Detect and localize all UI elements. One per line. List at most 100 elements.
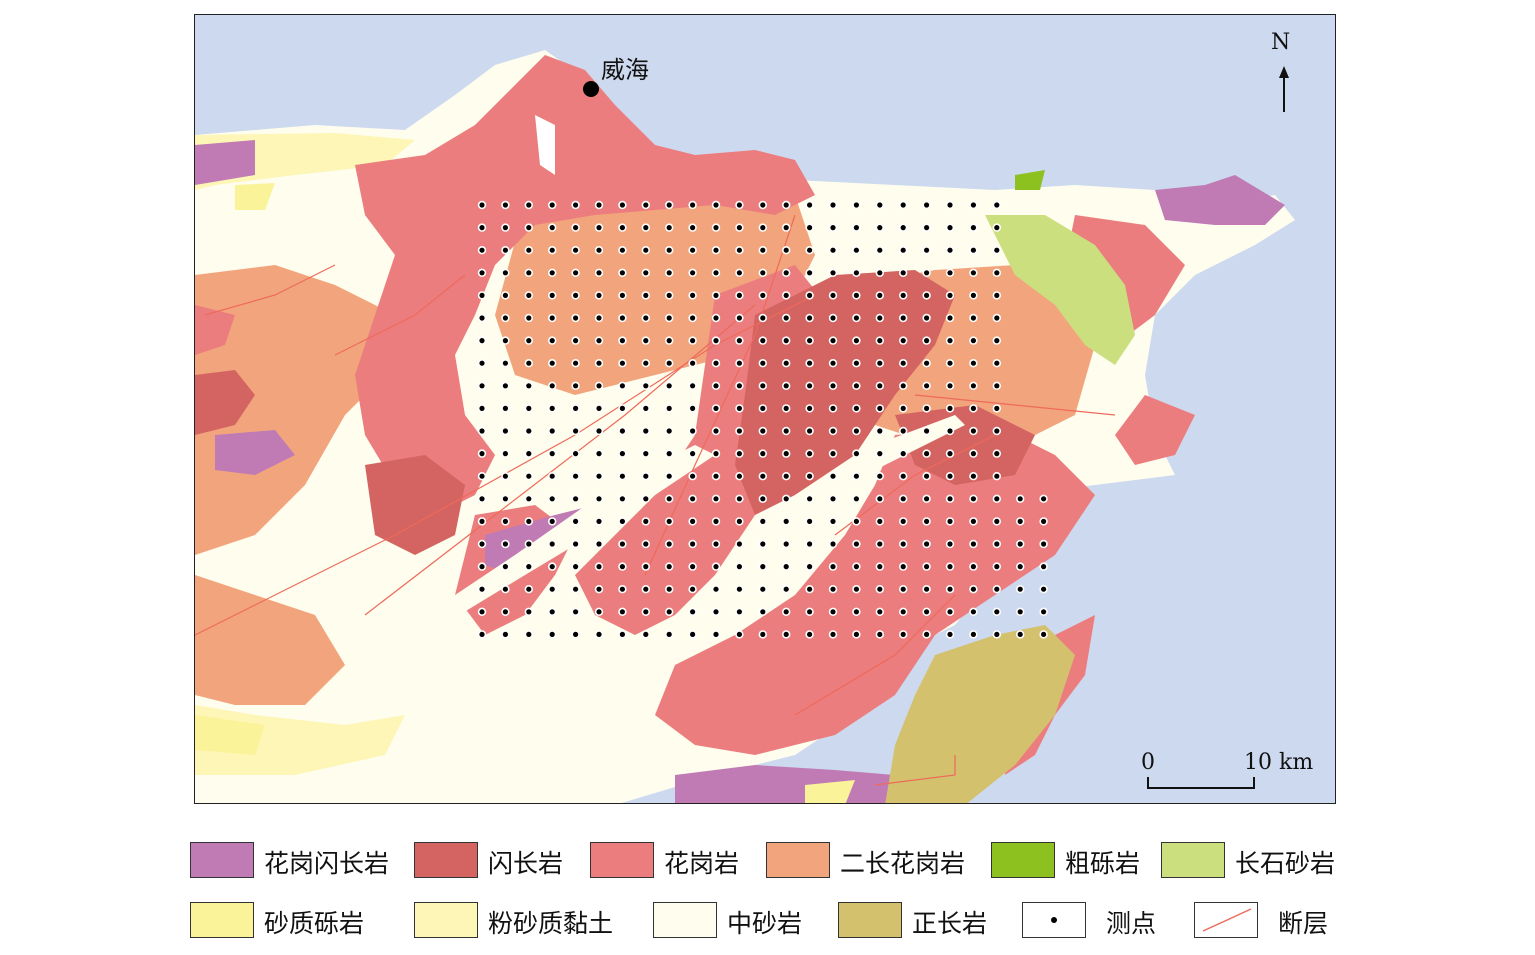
survey-point [643,360,649,366]
survey-point [502,428,508,434]
survey-point [643,564,649,570]
survey-point [877,247,883,253]
survey-point [479,496,485,502]
survey-point [783,383,789,389]
survey-point [760,518,766,524]
survey-point [713,451,719,457]
survey-point [877,631,883,638]
survey-point [947,292,953,298]
survey-point [619,473,625,479]
survey-point [830,270,836,276]
survey-point [502,564,508,570]
legend-label: 断层 [1278,909,1329,938]
survey-point [924,518,930,524]
survey-point [573,451,579,457]
fault-line [914,394,1116,416]
survey-point [877,428,883,434]
survey-point [619,225,625,231]
survey-point [690,202,696,208]
survey-point [783,541,789,547]
survey-point [830,541,836,547]
arkose-northeast [985,215,1135,365]
survey-point [970,541,977,547]
survey-point [502,631,508,638]
survey-point [853,564,860,570]
survey-point [947,338,953,344]
survey-point [783,360,789,366]
survey-point [573,315,579,321]
survey-point [526,564,532,570]
survey-point [970,609,977,615]
survey-point [783,315,789,321]
survey-point [666,338,672,344]
survey-point [736,338,743,344]
survey-point [736,586,743,592]
survey-point [900,609,906,615]
survey-point [970,631,977,638]
survey-point [713,360,719,366]
survey-point [994,270,1000,276]
survey-point [947,225,953,231]
survey-point [807,518,813,524]
survey-point [994,451,1000,457]
survey-point [760,473,766,479]
survey-point [760,564,766,570]
survey-point [783,225,789,231]
survey-point [994,564,1000,570]
geologic-map [194,14,1336,804]
fault-line-icon [1194,902,1258,938]
survey-point [573,405,579,411]
survey-point [994,631,1000,638]
survey-point [643,473,649,479]
survey-point [643,270,649,276]
survey-point [736,541,743,547]
survey-point [502,518,508,524]
survey-point [690,225,696,231]
survey-point [596,383,602,389]
survey-point [643,428,649,434]
survey-point [900,564,906,570]
survey-point [830,518,836,524]
survey-point [807,496,813,502]
survey-point [596,496,602,502]
survey-point [526,631,532,638]
survey-point [619,631,625,638]
survey-point [760,451,766,457]
survey-point [573,202,579,208]
survey-point [736,315,743,321]
survey-point [549,518,555,524]
survey-point [666,473,672,479]
survey-point [924,360,930,366]
survey-point [526,383,532,389]
survey-point [736,360,743,366]
survey-point [1041,564,1047,570]
survey-point [619,315,625,321]
survey-point [900,270,906,276]
survey-point [760,315,766,321]
survey-point [924,473,930,479]
survey-point [947,518,953,524]
survey-point [736,564,743,570]
survey-point [666,496,672,502]
survey-point [900,338,906,344]
survey-point [970,315,977,321]
legend-swatch [590,842,654,878]
legend-swatch [190,902,254,938]
survey-point [549,405,555,411]
fault-line [794,594,956,716]
survey-point [479,270,485,276]
legend-swatch [414,842,478,878]
survey-point [830,225,836,231]
survey-point [549,428,555,434]
survey-point [900,518,906,524]
survey-point [549,586,555,592]
survey-point [970,270,977,276]
survey-point [573,270,579,276]
survey-point [877,496,883,502]
survey-point [713,383,719,389]
survey-point [479,202,485,208]
survey-point [502,383,508,389]
survey-point [713,496,719,502]
survey-point [900,360,906,366]
survey-point [947,631,953,638]
